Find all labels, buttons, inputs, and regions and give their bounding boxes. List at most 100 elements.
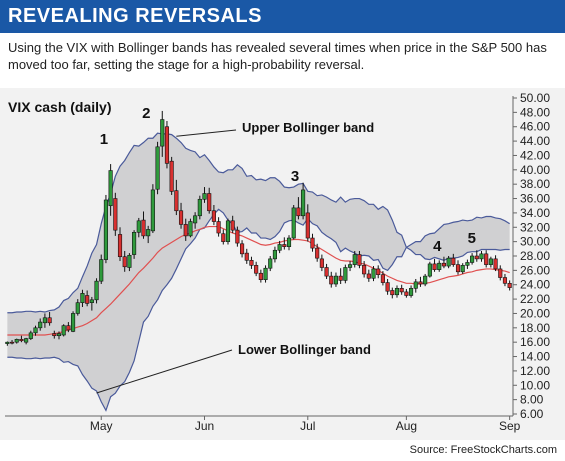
candle — [479, 250, 484, 262]
candle-body — [338, 275, 343, 281]
candle — [310, 233, 315, 252]
chart-title: VIX cash (daily) — [8, 99, 111, 115]
candle-body — [272, 249, 277, 260]
candle-body — [197, 198, 202, 217]
candle — [409, 285, 414, 298]
candle-body — [235, 229, 240, 244]
candle-body — [80, 293, 85, 303]
page-title: REVEALING REVERSALS — [8, 5, 262, 27]
candle-body — [230, 220, 235, 231]
candle — [14, 338, 19, 344]
candle — [319, 254, 324, 272]
candle-body — [484, 253, 489, 265]
x-tick-label: Jul — [300, 419, 315, 433]
candle-body — [38, 321, 43, 329]
y-tick-label: 14.00 — [520, 350, 550, 364]
candle-body — [423, 275, 428, 285]
candle — [38, 318, 43, 331]
candle — [441, 256, 446, 269]
candle — [75, 299, 80, 316]
candle — [432, 258, 437, 272]
candle — [380, 271, 385, 286]
candle — [366, 269, 371, 282]
candle-body — [127, 254, 132, 268]
candle-body — [441, 262, 446, 267]
candle — [460, 263, 465, 274]
candle — [9, 340, 15, 345]
y-tick-label: 10.00 — [520, 378, 550, 392]
candle — [127, 253, 132, 272]
candle — [174, 179, 179, 216]
candle-body — [141, 219, 146, 237]
y-tick-label: 50.00 — [520, 91, 550, 105]
candle-body — [28, 332, 33, 339]
candle — [108, 164, 113, 216]
candle-body — [460, 265, 465, 273]
candle-body — [399, 288, 404, 293]
y-tick-label: 22.00 — [520, 292, 550, 306]
candle-body — [277, 244, 282, 251]
candle — [291, 205, 296, 240]
candle — [188, 218, 193, 238]
candle-body — [207, 193, 212, 212]
candle — [183, 218, 188, 241]
candle — [155, 141, 160, 195]
candle-body — [132, 232, 137, 255]
y-tick-label: 32.00 — [520, 220, 550, 234]
candle — [455, 260, 461, 275]
candle — [225, 218, 231, 245]
title-banner: REVEALING REVERSALS — [0, 0, 565, 33]
candle — [451, 253, 456, 267]
candle-body — [117, 234, 123, 258]
reversal-label-3: 3 — [291, 168, 299, 185]
candle — [507, 280, 512, 291]
candle-body — [52, 333, 57, 337]
candle-body — [451, 257, 456, 265]
candle — [315, 243, 320, 262]
candle — [132, 230, 137, 259]
candle — [413, 278, 418, 293]
candle-body — [286, 237, 292, 247]
candle-body — [103, 199, 108, 260]
candle — [42, 313, 47, 328]
y-tick-label: 24.00 — [520, 278, 550, 292]
candle-body — [390, 290, 395, 296]
candle-body — [263, 267, 268, 280]
candle-body — [502, 277, 508, 284]
candle — [423, 273, 428, 287]
candle — [338, 268, 343, 285]
candle — [136, 217, 141, 238]
upper-band-callout: Upper Bollinger band — [242, 120, 374, 135]
y-tick-label: 12.00 — [520, 364, 550, 378]
candle — [437, 260, 442, 272]
candle — [258, 269, 263, 283]
candle-body — [291, 207, 296, 239]
candle — [66, 322, 71, 333]
candle — [305, 204, 310, 242]
candle — [99, 254, 104, 285]
lower-band-callout: Lower Bollinger band — [238, 342, 371, 357]
candle — [47, 312, 52, 326]
upper-band-callout-line — [176, 129, 237, 137]
candle-body — [71, 313, 76, 332]
annotations: 1 2 3 4 5 Upper Bollinger band Lower Bollinger… — [96, 105, 476, 394]
candle-body — [188, 221, 193, 237]
y-tick-label: 40.00 — [520, 163, 550, 177]
candle — [28, 330, 33, 341]
candle-body — [409, 288, 414, 296]
candle — [254, 261, 259, 277]
candle — [221, 229, 226, 245]
candle — [418, 276, 423, 287]
candle — [446, 256, 451, 269]
candle — [24, 337, 29, 345]
candle-body — [202, 193, 207, 200]
candle — [357, 250, 362, 269]
y-tick-label: 6.00 — [520, 407, 544, 421]
candle-body — [33, 327, 38, 334]
candle — [19, 335, 24, 343]
candle — [493, 255, 498, 272]
lower-band-callout-line — [96, 349, 233, 394]
candle — [103, 194, 108, 264]
candle — [268, 256, 273, 272]
candle — [301, 182, 306, 220]
